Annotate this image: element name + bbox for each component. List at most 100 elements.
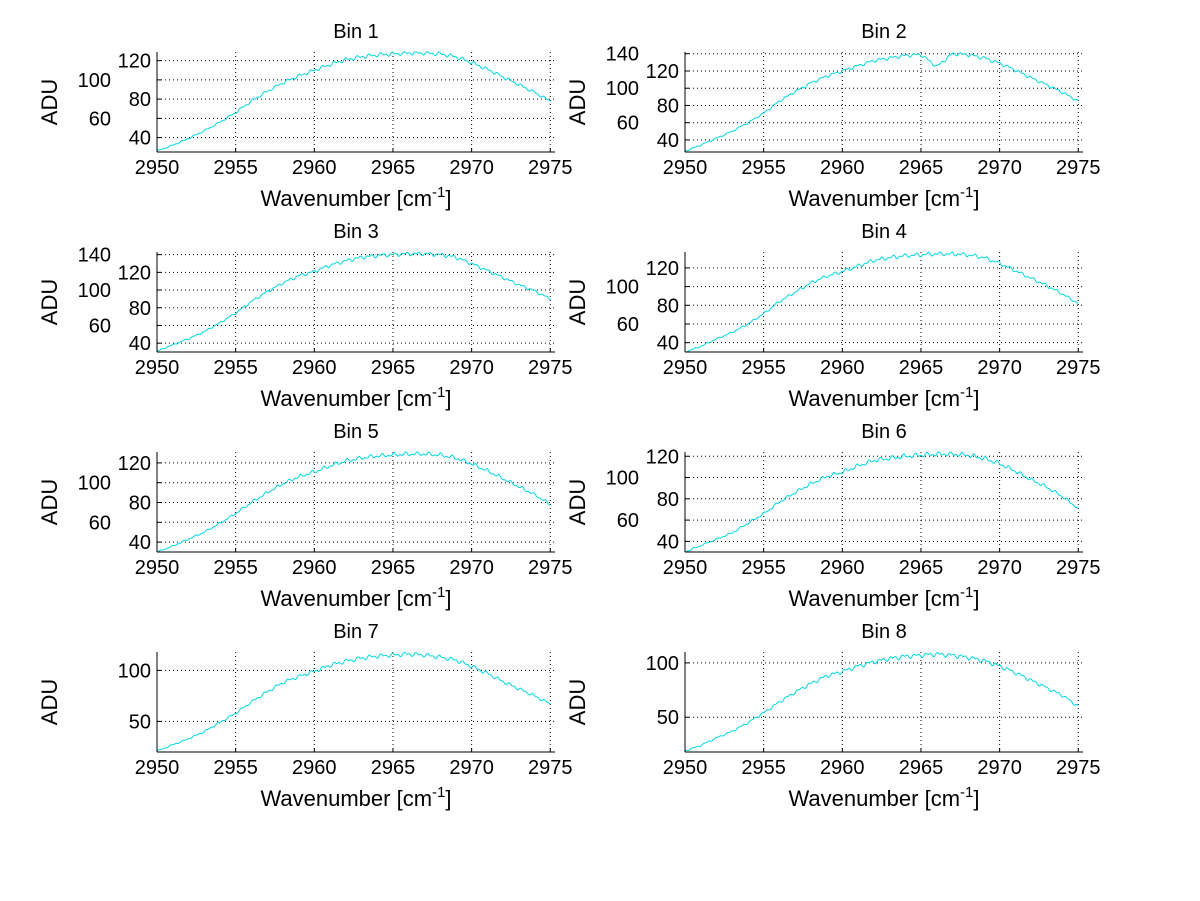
x-axis-label-text: Wavenumber [cm bbox=[788, 586, 960, 611]
x-axis-label: Wavenumber [cm-1] bbox=[260, 584, 451, 611]
x-axis-label-superscript: -1 bbox=[432, 184, 445, 201]
y-tick-label: 100 bbox=[606, 78, 639, 100]
spectrum-line bbox=[156, 51, 551, 152]
x-axis-label: Wavenumber [cm-1] bbox=[788, 784, 979, 811]
subplot-title: Bin 8 bbox=[861, 621, 907, 643]
x-tick-label: 2960 bbox=[292, 757, 337, 779]
subplot-title: Bin 5 bbox=[333, 421, 379, 443]
x-tick-label: 2960 bbox=[820, 157, 865, 179]
y-tick-label: 120 bbox=[646, 446, 679, 468]
spectrum-line bbox=[684, 451, 1079, 553]
x-axis-label-end: ] bbox=[445, 586, 451, 611]
x-axis-label-text: Wavenumber [cm bbox=[260, 786, 432, 811]
x-axis-label-text: Wavenumber [cm bbox=[260, 186, 432, 211]
x-tick-label: 2955 bbox=[741, 157, 786, 179]
y-tick-label: 80 bbox=[129, 298, 151, 320]
y-tick-label: 100 bbox=[606, 468, 639, 490]
x-tick-label: 2950 bbox=[135, 157, 180, 179]
y-tick-label: 40 bbox=[129, 532, 151, 554]
y-tick-label: 140 bbox=[78, 245, 111, 267]
x-tick-label: 2965 bbox=[899, 757, 944, 779]
x-axis-label: Wavenumber [cm-1] bbox=[260, 784, 451, 811]
y-tick-label: 40 bbox=[657, 333, 679, 355]
x-axis-label-end: ] bbox=[445, 186, 451, 211]
x-tick-label: 2955 bbox=[213, 557, 258, 579]
subplot-3: 2950 2955 2960 2965 2970 2975 40 60 80 100 120 140 B… bbox=[37, 221, 573, 411]
x-tick-label: 2955 bbox=[741, 357, 786, 379]
x-tick-label: 2975 bbox=[528, 357, 573, 379]
x-axis-label-superscript: -1 bbox=[960, 584, 973, 601]
x-axis-label: Wavenumber [cm-1] bbox=[788, 584, 979, 611]
y-tick-label: 40 bbox=[657, 130, 679, 152]
x-axis-label-end: ] bbox=[973, 386, 979, 411]
x-axis-label: Wavenumber [cm-1] bbox=[788, 184, 979, 211]
x-tick-label: 2965 bbox=[371, 157, 416, 179]
y-tick-label: 60 bbox=[89, 315, 111, 337]
y-axis-label: ADU bbox=[37, 679, 62, 725]
x-tick-label: 2965 bbox=[371, 357, 416, 379]
x-tick-label: 2960 bbox=[820, 757, 865, 779]
x-axis-label-text: Wavenumber [cm bbox=[260, 386, 432, 411]
y-tick-label: 100 bbox=[606, 277, 639, 299]
x-axis-label-superscript: -1 bbox=[432, 784, 445, 801]
x-tick-label: 2960 bbox=[292, 157, 337, 179]
y-tick-label: 80 bbox=[129, 89, 151, 111]
x-tick-label: 2960 bbox=[292, 357, 337, 379]
x-tick-label: 2975 bbox=[528, 157, 573, 179]
y-tick-label: 80 bbox=[657, 489, 679, 511]
y-tick-label: 120 bbox=[118, 453, 151, 475]
x-tick-label: 2955 bbox=[213, 157, 258, 179]
x-axis-label-end: ] bbox=[445, 786, 451, 811]
y-tick-label: 50 bbox=[657, 707, 679, 729]
x-axis-label-end: ] bbox=[973, 786, 979, 811]
x-tick-label: 2965 bbox=[899, 357, 944, 379]
x-axis-label-end: ] bbox=[973, 586, 979, 611]
y-tick-label: 120 bbox=[118, 51, 151, 73]
subplot-4: 2950 2955 2960 2965 2970 2975 40 60 80 100 120 Bin … bbox=[565, 221, 1101, 411]
x-axis-label: Wavenumber [cm-1] bbox=[260, 384, 451, 411]
x-tick-label: 2965 bbox=[899, 157, 944, 179]
x-tick-label: 2950 bbox=[663, 357, 708, 379]
x-axis-label-superscript: -1 bbox=[960, 384, 973, 401]
x-axis-label-end: ] bbox=[445, 386, 451, 411]
x-axis-label: Wavenumber [cm-1] bbox=[260, 184, 451, 211]
y-tick-label: 80 bbox=[657, 295, 679, 317]
spectrum-line bbox=[684, 52, 1079, 152]
x-tick-label: 2975 bbox=[1056, 757, 1101, 779]
x-axis-label-superscript: -1 bbox=[960, 184, 973, 201]
x-tick-label: 2970 bbox=[449, 557, 494, 579]
x-tick-label: 2965 bbox=[899, 557, 944, 579]
y-tick-label: 50 bbox=[129, 711, 151, 733]
x-axis-label-text: Wavenumber [cm bbox=[260, 586, 432, 611]
x-tick-label: 2975 bbox=[1056, 357, 1101, 379]
x-tick-label: 2955 bbox=[741, 757, 786, 779]
x-axis-label-superscript: -1 bbox=[432, 384, 445, 401]
y-axis-label: ADU bbox=[37, 479, 62, 525]
x-tick-label: 2970 bbox=[449, 357, 494, 379]
y-tick-label: 80 bbox=[129, 492, 151, 514]
x-axis-label-superscript: -1 bbox=[960, 784, 973, 801]
y-tick-label: 100 bbox=[78, 473, 111, 495]
y-tick-label: 40 bbox=[129, 333, 151, 355]
x-tick-label: 2965 bbox=[371, 757, 416, 779]
x-tick-label: 2970 bbox=[977, 157, 1022, 179]
subplot-title: Bin 2 bbox=[861, 21, 907, 43]
x-tick-label: 2970 bbox=[449, 157, 494, 179]
x-axis-label-end: ] bbox=[973, 186, 979, 211]
x-axis-label-text: Wavenumber [cm bbox=[788, 186, 960, 211]
x-tick-label: 2970 bbox=[449, 757, 494, 779]
x-tick-label: 2970 bbox=[977, 557, 1022, 579]
x-tick-label: 2950 bbox=[135, 357, 180, 379]
y-tick-label: 100 bbox=[78, 70, 111, 92]
x-axis-label: Wavenumber [cm-1] bbox=[788, 384, 979, 411]
x-tick-label: 2950 bbox=[663, 757, 708, 779]
x-tick-label: 2975 bbox=[1056, 557, 1101, 579]
y-tick-label: 100 bbox=[78, 280, 111, 302]
subplot-6: 2950 2955 2960 2965 2970 2975 40 60 80 100 120 Bin … bbox=[565, 421, 1101, 611]
x-tick-label: 2950 bbox=[663, 557, 708, 579]
spectrum-line bbox=[156, 651, 551, 752]
y-tick-label: 60 bbox=[617, 314, 639, 336]
x-tick-label: 2975 bbox=[1056, 157, 1101, 179]
subplot-title: Bin 1 bbox=[333, 21, 379, 43]
